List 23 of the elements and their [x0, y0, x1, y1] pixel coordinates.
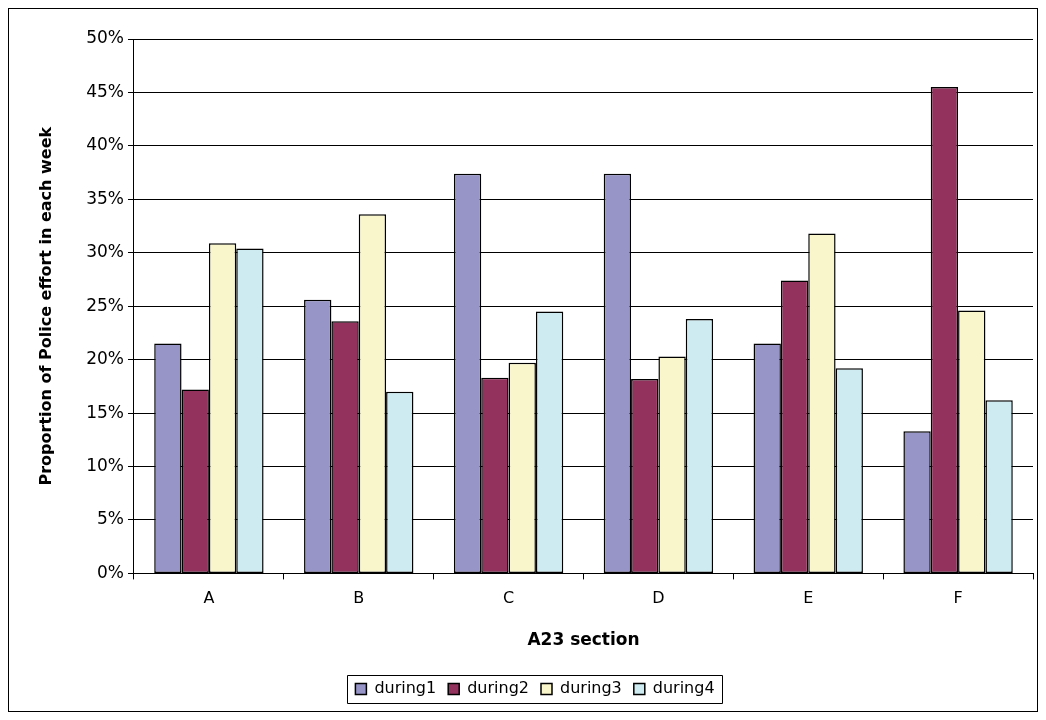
legend-label: during1 [374, 678, 437, 698]
y-tick-label: 15% [86, 401, 124, 422]
legend-label: during3 [560, 678, 622, 698]
y-tick-label: 40% [86, 134, 124, 155]
x-tick-label: B [353, 588, 365, 608]
y-tick-label: 20% [86, 348, 124, 369]
y-tick-label: 30% [86, 241, 124, 262]
legend-label: during2 [467, 678, 529, 698]
x-axis-title: A23 section [527, 629, 640, 650]
x-tick-label: F [953, 588, 963, 608]
y-tick-label: 50% [86, 27, 124, 48]
y-axis-title: Proportion of Police effort in each week [35, 126, 55, 486]
x-tick-label: D [652, 588, 665, 608]
x-tick-label: E [803, 588, 814, 608]
y-tick-label: 10% [86, 454, 124, 475]
y-tick-label: 25% [86, 294, 124, 315]
x-tick-label: C [502, 588, 515, 608]
y-tick-label: 0% [97, 561, 124, 582]
legend-label: during4 [652, 678, 715, 698]
y-tick-label: 45% [86, 80, 124, 101]
x-tick-label: A [203, 588, 215, 608]
y-tick-label: 35% [86, 187, 124, 208]
y-tick-label: 5% [97, 508, 124, 529]
